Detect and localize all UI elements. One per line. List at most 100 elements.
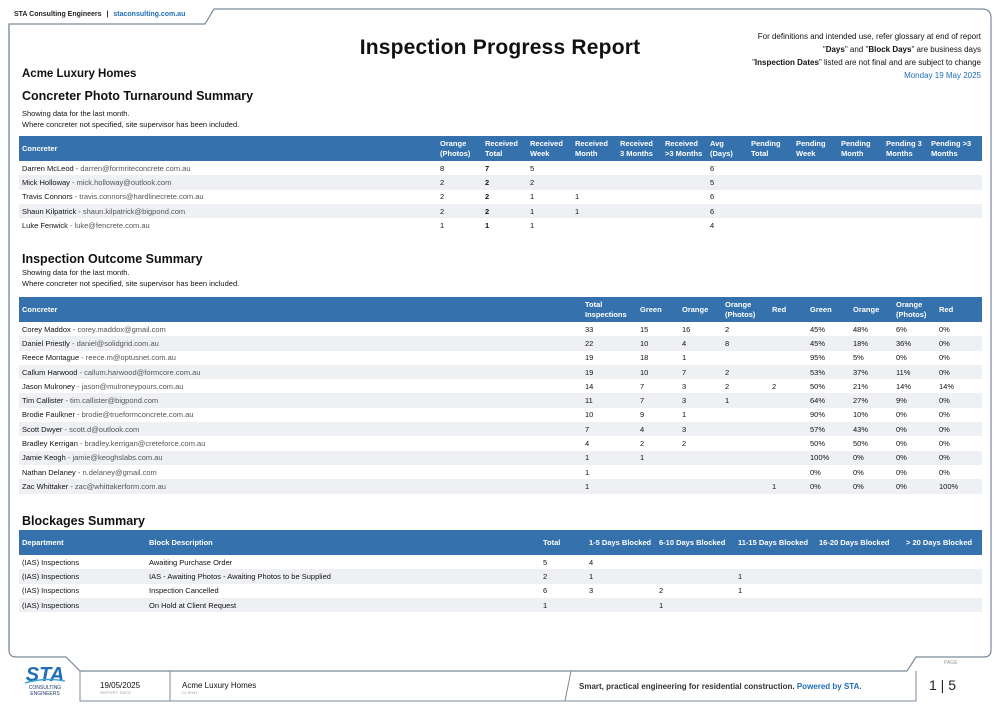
table-cell [662, 190, 707, 204]
table-cell: 57% [807, 422, 850, 437]
table-cell [662, 203, 707, 219]
table-cell: 1 [769, 479, 807, 494]
table-cell [816, 555, 903, 569]
table-cell: 14% [896, 381, 912, 391]
table-cell [769, 322, 807, 336]
concreter-name: Daniel Priestly [22, 338, 70, 348]
table-cell: 5 [530, 163, 535, 173]
table-cell: 6 [543, 586, 548, 596]
table-cell: 0% [850, 479, 893, 494]
table-row: Nathan Delaney - n.delaney@gmail.com 1 0% 0… [19, 465, 982, 479]
table-row: (IAS) Inspections IAS - Awaiting Photos -… [19, 569, 982, 584]
table-cell: (IAS) Inspections [22, 586, 80, 596]
column-header: Block Description [146, 530, 540, 555]
table-cell: 0% [850, 450, 893, 465]
table-cell [816, 584, 903, 598]
table-cell [793, 218, 838, 232]
column-header: Received 3 Months [617, 136, 662, 161]
table-cell [748, 175, 793, 190]
table-cell: 5 [707, 175, 748, 190]
table-cell [793, 161, 838, 175]
table-cell [928, 175, 982, 190]
concreter-cell: Bradley Kerrigan - bradley.kerrigan@cret… [19, 436, 582, 450]
table-cell [722, 408, 769, 422]
table-cell: 27% [850, 393, 893, 408]
concreter-name: Bradley Kerrigan [22, 439, 78, 449]
table-cell: 0% [896, 410, 907, 420]
table-cell [883, 203, 928, 219]
notes-line-3: "Inspection Dates" listed are not final … [752, 58, 981, 67]
table-cell: 2 [437, 175, 482, 190]
concreter-cell: Tim Callister - tim.callister@bigpond.co… [19, 393, 582, 408]
table-cell [928, 161, 982, 175]
table-cell: 1 [530, 220, 535, 230]
table-cell: 8 [440, 163, 445, 173]
table-cell [769, 364, 807, 380]
table-cell: 2 [437, 203, 482, 219]
table-cell: 2 [725, 381, 730, 391]
column-header: Department [19, 530, 146, 555]
table-cell: 0% [810, 467, 821, 477]
table-row: Brodie Faulkner - brodie@trueformconcret… [19, 408, 982, 422]
table-cell [722, 422, 769, 437]
table-cell: 11 [582, 393, 637, 408]
table-cell: IAS - Awaiting Photos - Awaiting Photos … [146, 569, 540, 584]
table-cell [572, 161, 617, 175]
client-name: Acme Luxury Homes [22, 68, 137, 80]
blockages-summary-title: Blockages Summary [22, 514, 145, 528]
table-cell: 50% [810, 439, 826, 449]
table-cell [928, 203, 982, 219]
column-header: Received >3 Months [662, 136, 707, 161]
table-row: Scott Dwyer - scott.d@outlook.com 7 4 3 57% 4… [19, 422, 982, 437]
footer-page-label: PAGE [944, 660, 958, 666]
table-row: (IAS) Inspections On Hold at Client Reque… [19, 597, 982, 613]
table-cell: 1 [682, 410, 687, 420]
table-cell: 2 [682, 439, 687, 449]
table-row: Zac Whittaker - zac@whittakerform.com.au… [19, 479, 982, 494]
table-cell: 2 [482, 203, 527, 219]
column-header: Orange [850, 297, 893, 322]
column-header: Pending Total [748, 136, 793, 161]
table-cell: 7 [485, 163, 490, 173]
report-date: Monday 19 May 2025 [904, 71, 981, 80]
table-cell [735, 555, 816, 569]
table-cell [722, 450, 769, 465]
table-cell [838, 161, 883, 175]
table-cell: 0% [896, 439, 907, 449]
table-cell: 2 [722, 364, 769, 380]
table-cell: 10 [637, 336, 679, 351]
column-header: Total [540, 530, 586, 555]
table-cell: 1 [572, 203, 617, 219]
table-cell [748, 203, 793, 219]
table-cell: 1 [485, 220, 490, 230]
photo-turnaround-table: Concreter Orange (Photos) Received Total Re… [19, 136, 982, 232]
table-cell: 43% [850, 422, 893, 437]
table-cell [838, 190, 883, 204]
table-row: Luke Fenwick - luke@fencrete.com.au 1 1 1 4 [19, 218, 982, 232]
table-row: Shaun Kilpatrick - shaun.kilpatrick@bigp… [19, 203, 982, 219]
table-cell: 50% [810, 381, 826, 391]
concreter-email: - jamie@keoghslabs.com.au [65, 453, 163, 463]
table-row: Jamie Keogh - jamie@keoghslabs.com.au 1 1 1… [19, 450, 982, 465]
concreter-name: Tim Callister [22, 396, 64, 406]
table-cell: 1 [722, 393, 769, 408]
table-cell [572, 218, 617, 232]
table-cell: 10 [585, 410, 594, 420]
concreter-cell: Brodie Faulkner - brodie@trueformconcret… [19, 408, 582, 422]
table-cell: 1 [656, 597, 735, 613]
table-cell [748, 190, 793, 204]
table-cell: 10% [853, 410, 869, 420]
table-cell: 6 [710, 192, 715, 202]
table-cell: 22 [582, 336, 637, 351]
table-cell: 0% [939, 410, 950, 420]
concreter-email: - jason@mulroneypours.com.au [74, 381, 184, 391]
table-cell: 19 [582, 364, 637, 380]
table-row: Corey Maddox - corey.maddox@gmail.com 33 1… [19, 322, 982, 336]
table-cell: 0% [936, 364, 982, 380]
table-cell: 1 [585, 467, 590, 477]
page-number: 1 | 5 [929, 677, 956, 693]
company-url-link[interactable]: staconsulting.com.au [113, 11, 186, 18]
table-cell [679, 450, 722, 465]
table-cell: 4 [589, 557, 594, 567]
table-row: Jason Mulroney - jason@mulroneypours.com… [19, 379, 982, 393]
